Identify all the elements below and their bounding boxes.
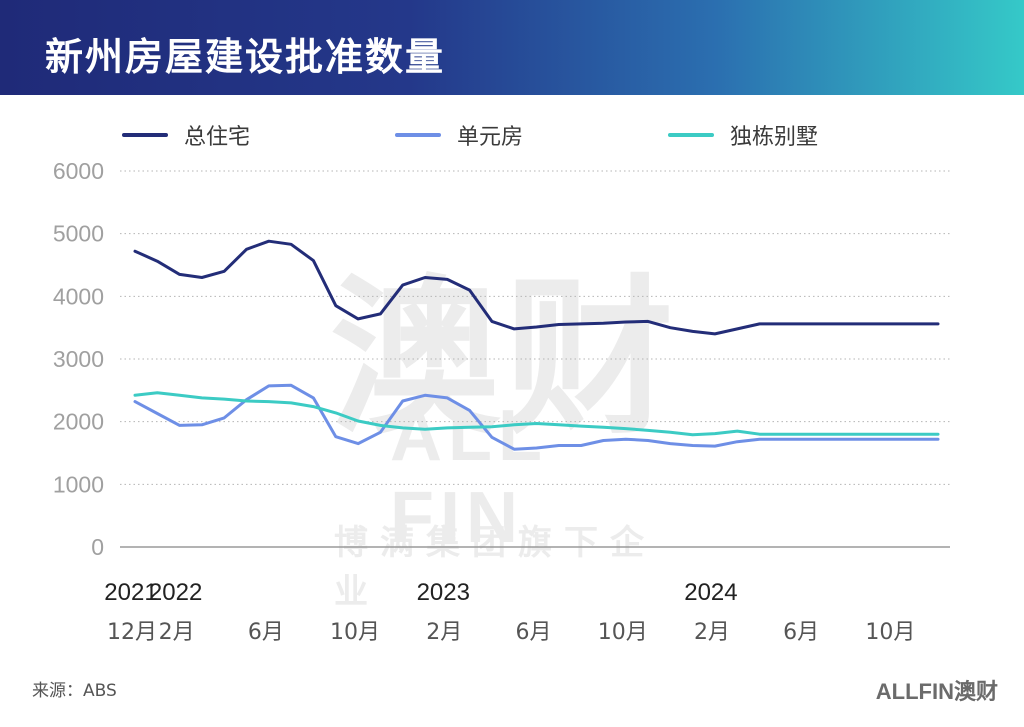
y-tick-label: 1000 xyxy=(53,471,104,497)
legend-label-houses: 独栋别墅 xyxy=(730,125,819,150)
legend-item-total: 总住宅 xyxy=(122,120,250,150)
legend-label-units: 单元房 xyxy=(457,125,524,150)
x-tick-label: 6月 xyxy=(783,620,819,645)
source-note: 来源：ABS xyxy=(32,681,117,701)
legend-swatch-units xyxy=(395,133,441,137)
x-tick-label: 6月 xyxy=(516,620,552,645)
series-line-total xyxy=(133,239,940,336)
x-tick-label: 2月 xyxy=(694,620,730,645)
legend-item-houses: 独栋别墅 xyxy=(668,120,818,150)
x-tick-label: 12月 xyxy=(107,620,157,645)
legend-swatch-total xyxy=(122,133,168,137)
x-tick-label: 10月 xyxy=(598,620,648,645)
x-year-label: 2022 xyxy=(149,579,202,606)
legend-swatch-houses xyxy=(668,133,714,137)
y-tick-label: 3000 xyxy=(53,346,104,372)
x-tick-label: 10月 xyxy=(330,620,380,645)
x-tick-label: 10月 xyxy=(865,620,915,645)
x-tick-label: 2月 xyxy=(426,620,462,645)
x-tick-label: 2月 xyxy=(159,620,195,645)
y-tick-label: 6000 xyxy=(53,158,104,184)
x-year-label: 2021 xyxy=(104,579,157,606)
y-tick-label: 5000 xyxy=(53,221,104,247)
series-line-houses xyxy=(133,391,940,437)
y-tick-label: 4000 xyxy=(53,283,104,309)
series-line-units xyxy=(133,383,940,451)
legend-label-total: 总住宅 xyxy=(184,125,251,150)
y-tick-label: 2000 xyxy=(53,409,104,435)
x-tick-label: 6月 xyxy=(248,620,284,645)
brand-logo: ALLFIN澳财 xyxy=(875,679,998,704)
title-banner: 新州房屋建设批准数量 xyxy=(0,0,1024,95)
x-year-label: 2024 xyxy=(684,579,737,606)
legend-item-units: 单元房 xyxy=(395,120,523,150)
x-year-label: 2023 xyxy=(417,579,470,606)
page-title: 新州房屋建设批准数量 xyxy=(45,35,446,79)
y-tick-label: 0 xyxy=(91,534,104,560)
